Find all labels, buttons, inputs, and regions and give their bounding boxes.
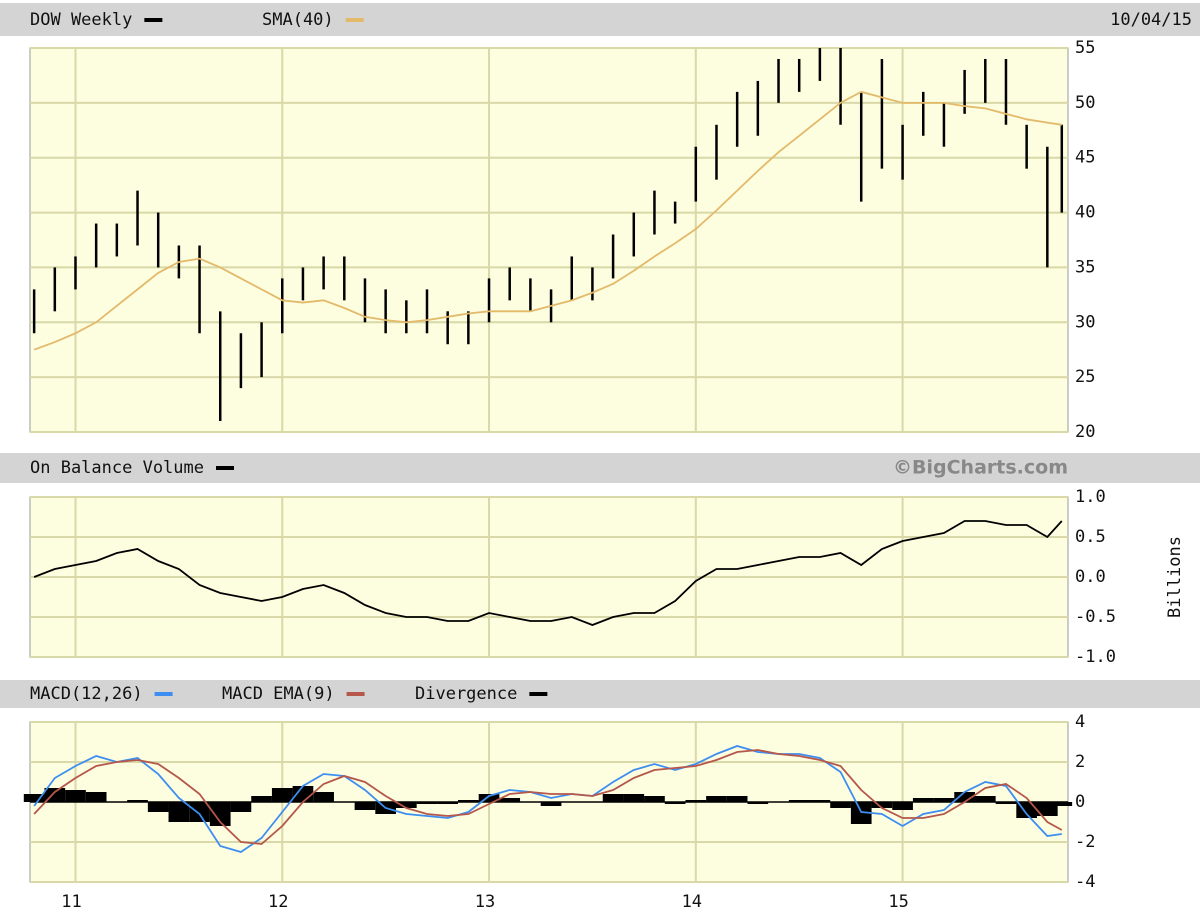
y-tick-label: 25 — [1075, 367, 1095, 387]
series-line — [33, 90, 1062, 351]
divergence-bar — [644, 796, 665, 802]
x-tick-label: 12 — [268, 892, 288, 912]
x-tick-label: 13 — [475, 892, 495, 912]
divergence-bar — [209, 802, 231, 826]
y-tick-label: 4 — [1075, 712, 1085, 732]
series-line — [33, 520, 1063, 626]
divergence-bar — [912, 798, 934, 802]
divergence-bar — [478, 794, 500, 802]
divergence-bar — [85, 792, 107, 802]
y-axis-label: Billions — [1165, 536, 1185, 618]
divergence-bar — [1051, 802, 1073, 806]
x-tick-label: 15 — [888, 892, 908, 912]
divergence-bar — [974, 796, 996, 802]
y-tick-label: -1.0 — [1075, 647, 1116, 667]
y-tick-label: 55 — [1075, 38, 1095, 58]
date: 10/04/15 — [1110, 10, 1192, 30]
divergence-bar — [416, 802, 438, 804]
divergence-bar — [499, 798, 521, 802]
header-bar — [0, 3, 1200, 36]
divergence-bar — [871, 802, 893, 808]
source: ©BigCharts.com — [893, 457, 1068, 479]
divergence-bar — [747, 802, 769, 804]
y-tick-label: 20 — [1075, 422, 1095, 442]
legend-label: SMA(40) — [262, 10, 334, 30]
y-tick-label: 40 — [1075, 203, 1095, 223]
legend-label: MACD EMA(9) — [222, 684, 335, 704]
divergence-bar — [147, 802, 169, 812]
divergence-bar — [458, 800, 479, 802]
y-tick-label: -2 — [1075, 832, 1095, 852]
legend-label: Divergence — [415, 684, 517, 704]
divergence-bar — [313, 792, 334, 802]
divergence-bar — [251, 796, 272, 802]
divergence-bar — [685, 800, 707, 802]
y-tick-label: -0.5 — [1075, 607, 1116, 627]
y-tick-label: -4 — [1075, 872, 1095, 892]
divergence-bar — [127, 800, 148, 802]
divergence-bar — [395, 802, 417, 808]
divergence-bar — [230, 802, 252, 812]
divergence-bar — [623, 794, 645, 802]
y-tick-label: 45 — [1075, 148, 1095, 168]
x-tick-label: 11 — [61, 892, 81, 912]
y-tick-label: 35 — [1075, 257, 1095, 277]
divergence-bar — [830, 802, 851, 808]
divergence-bar — [788, 800, 810, 802]
divergence-bar — [706, 796, 727, 802]
header-bar — [0, 680, 1200, 708]
divergence-bar — [23, 794, 45, 802]
series-line — [33, 745, 1062, 853]
y-tick-label: 0.0 — [1075, 567, 1106, 587]
divergence-bar — [726, 796, 748, 802]
legend-label: MACD(12,26) — [30, 684, 143, 704]
divergence-bar — [602, 794, 624, 802]
divergence-bar — [664, 802, 686, 804]
divergence-bar — [189, 802, 210, 822]
divergence-bar — [954, 792, 975, 802]
legend-label: On Balance Volume — [30, 458, 204, 478]
divergence-bar — [65, 790, 86, 802]
divergence-bar — [809, 800, 831, 802]
divergence-bar — [850, 802, 872, 824]
divergence-bar — [540, 802, 562, 806]
divergence-bar — [995, 802, 1017, 804]
series-line — [33, 749, 1063, 845]
y-tick-label: 0 — [1075, 792, 1085, 812]
divergence-bar — [437, 802, 459, 804]
plot-area — [29, 47, 1069, 433]
divergence-bar — [933, 798, 955, 802]
y-tick-label: 1.0 — [1075, 487, 1106, 507]
header-bar — [0, 453, 1200, 483]
divergence-bar — [168, 802, 190, 822]
divergence-bar — [892, 802, 913, 810]
y-tick-label: 2 — [1075, 752, 1085, 772]
divergence-bar — [271, 788, 293, 802]
y-tick-label: 30 — [1075, 312, 1095, 332]
y-tick-label: 50 — [1075, 93, 1095, 113]
x-tick-label: 14 — [682, 892, 702, 912]
divergence-bar — [354, 802, 376, 810]
legend-label: DOW Weekly — [30, 10, 132, 30]
y-tick-label: 0.5 — [1075, 527, 1106, 547]
